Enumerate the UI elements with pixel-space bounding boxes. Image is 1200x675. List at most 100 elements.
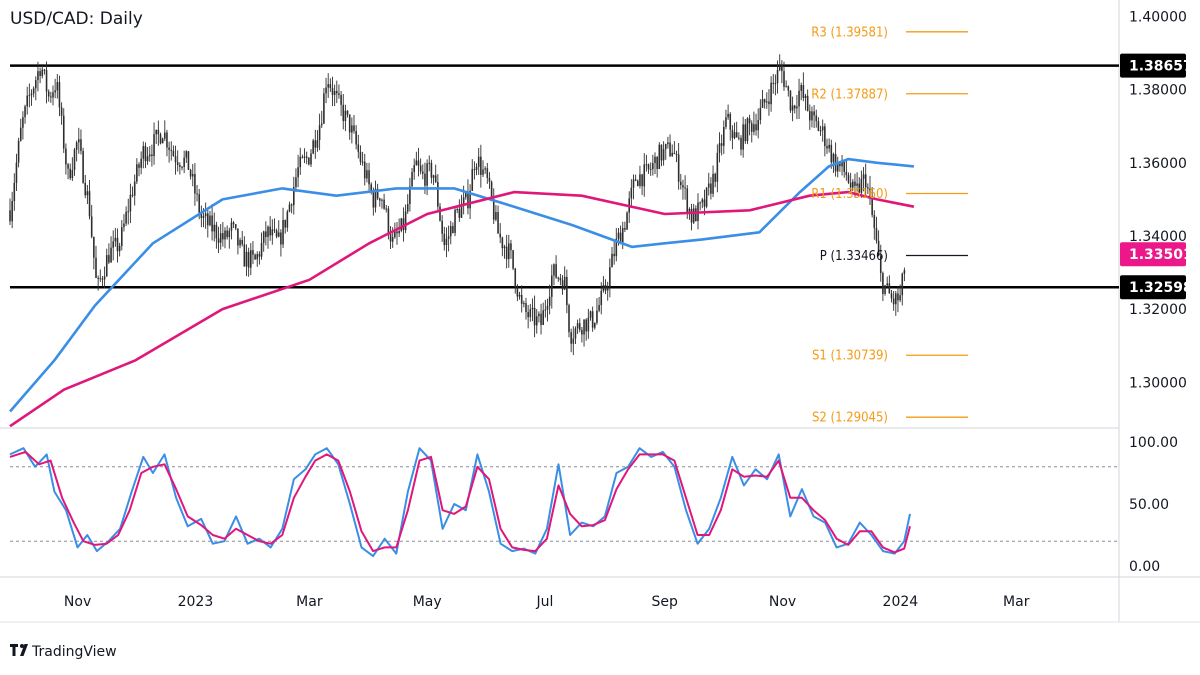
candle-body-107 [239,239,241,246]
candle-body-11 [32,88,35,94]
candle-body-37 [88,191,91,217]
price-tick-2: 1.36000 [1129,156,1187,172]
candle-body-30 [73,149,76,170]
candle-body-362 [787,86,790,91]
candle-body-390 [847,175,850,183]
candle-body-80 [181,166,183,168]
candle-body-217 [475,166,478,171]
candle-body-322 [701,199,704,203]
candle-body-235 [514,268,517,288]
candle-body-135 [299,156,302,168]
candle-body-177 [389,233,392,242]
candle-body-323 [703,199,706,207]
candle-body-272 [594,322,596,328]
candle-body-119 [265,231,267,237]
candle-body-169 [372,191,375,208]
candle-body-75 [170,149,173,151]
tradingview-logo[interactable]: TradingView [10,644,117,660]
candle-body-358 [778,65,781,70]
candle-body-203 [445,238,448,246]
candle-body-238 [520,294,523,304]
candle-body-221 [484,168,486,170]
candle-body-202 [443,233,446,246]
candle-body-149 [329,84,332,89]
candle-body-345 [750,123,753,132]
candle-body-396 [860,178,863,193]
candle-body-354 [770,82,772,105]
candle-body-330 [718,143,721,153]
candle-body-102 [228,230,231,238]
candle-body-55 [127,211,130,213]
candle-body-22 [56,82,59,91]
candle-body-204 [447,236,450,239]
time-tick-4: Jul [536,594,554,610]
candle-body-43 [101,278,104,280]
candle-body-52 [121,227,123,246]
candle-body-244 [533,307,536,326]
candle-body-253 [553,264,555,276]
candle-body-349 [759,107,762,121]
candle-body-137 [303,156,306,158]
tv-logo-mark [20,644,28,656]
candle-body-298 [649,169,652,171]
candle-body-215 [471,169,474,191]
level-badge-0-bg [1120,53,1186,78]
candle-body-105 [234,224,237,229]
pivot-label-2: R1 (1.35160) [811,187,888,202]
candle-body-291 [634,179,637,181]
candle-body-254 [555,264,557,278]
tv-logo-icon [10,644,18,656]
candle-body-281 [613,253,615,257]
candle-body-331 [720,143,723,146]
candle-body-231 [505,246,508,260]
candle-body-325 [707,183,710,188]
candle-body-350 [761,99,764,108]
candle-body-410 [890,293,893,299]
candle-body-220 [482,169,484,175]
candle-body-67 [153,134,155,157]
candle-body-267 [583,319,585,335]
candle-body-140 [310,153,312,165]
candle-body-313 [682,185,684,188]
candle-body-277 [604,284,607,291]
candle-body-39 [93,236,95,258]
candle-body-93 [209,215,211,226]
candle-body-95 [213,224,216,232]
candle-body-97 [217,238,220,243]
candle-body-375 [815,115,818,122]
candle-body-416 [903,270,906,274]
candle-body-187 [411,171,413,187]
candle-body-25 [62,115,65,149]
candle-body-371 [806,95,809,112]
candle-body-34 [82,150,84,183]
candle-body-46 [108,255,110,263]
candle-body-56 [129,194,132,212]
candle-body-282 [615,238,618,257]
candle-body-395 [858,183,861,193]
candle-body-314 [684,187,686,189]
candle-body-379 [824,126,826,147]
candle-body-226 [495,212,497,220]
candle-body-342 [744,124,747,142]
candle-body-232 [508,243,510,260]
pivot-label-4: S1 (1.30739) [812,349,888,364]
candle-body-346 [753,124,755,132]
candle-body-78 [176,162,179,166]
candle-body-194 [426,163,428,186]
candle-body-196 [430,162,433,178]
candle-body-259 [566,276,568,306]
candle-body-162 [357,144,360,152]
candle-body-71 [161,138,164,144]
current-price-badge: 1.33501 [1129,247,1193,263]
time-tick-3: May [413,594,442,610]
candle-body-264 [576,323,579,329]
pivot-label-0: R3 (1.39581) [811,25,888,40]
candle-body-294 [641,174,643,187]
candle-body-329 [716,152,719,182]
candle-body-383 [832,154,835,163]
candle-body-241 [527,312,529,318]
candle-body-265 [578,323,581,330]
candle-body-239 [523,303,525,305]
candle-body-163 [359,151,362,162]
